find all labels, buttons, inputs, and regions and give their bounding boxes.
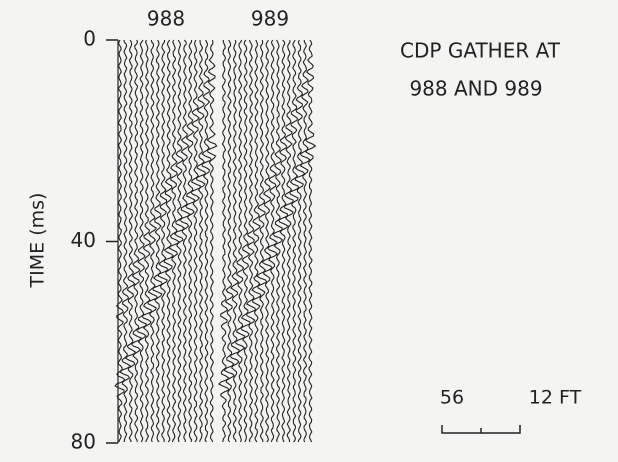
trace bbox=[178, 39, 191, 443]
trace bbox=[222, 39, 236, 443]
tick-label: 0 bbox=[83, 27, 96, 51]
scale-bar bbox=[441, 425, 521, 434]
trace bbox=[114, 39, 126, 443]
scale-label: 56 bbox=[440, 387, 464, 409]
trace bbox=[304, 39, 317, 443]
trace bbox=[152, 39, 163, 443]
trace bbox=[277, 39, 290, 443]
trace bbox=[201, 39, 213, 443]
trace bbox=[294, 39, 306, 443]
trace bbox=[233, 39, 246, 443]
trace bbox=[163, 39, 175, 443]
trace bbox=[240, 39, 251, 443]
time-axis: 0 40 80 bbox=[71, 27, 119, 454]
trace bbox=[266, 39, 279, 443]
trace bbox=[147, 39, 158, 443]
trace bbox=[140, 39, 153, 443]
trace bbox=[168, 39, 181, 443]
trace bbox=[272, 39, 284, 443]
title-line: CDP GATHER AT bbox=[400, 39, 561, 63]
scale-label: 12 FT bbox=[529, 387, 582, 409]
trace bbox=[228, 39, 240, 443]
trace bbox=[261, 39, 273, 443]
trace bbox=[174, 39, 185, 443]
tick-label: 80 bbox=[71, 430, 96, 454]
tick-label: 40 bbox=[71, 228, 96, 252]
trace bbox=[299, 39, 312, 443]
trace bbox=[130, 39, 142, 443]
trace bbox=[217, 40, 230, 442]
trace bbox=[283, 39, 294, 443]
trace bbox=[195, 39, 207, 443]
trace bbox=[251, 39, 262, 443]
panel-label: 989 bbox=[251, 7, 289, 31]
trace bbox=[255, 39, 268, 443]
trace bbox=[245, 39, 257, 443]
trace bbox=[157, 39, 170, 443]
trace bbox=[118, 39, 132, 443]
title-line: 988 AND 989 bbox=[409, 77, 542, 101]
trace bbox=[289, 39, 300, 443]
axis-label: TIME (ms) bbox=[27, 193, 49, 289]
trace bbox=[189, 39, 201, 443]
trace bbox=[184, 39, 196, 443]
trace bbox=[206, 39, 218, 443]
panel-label: 988 bbox=[147, 7, 185, 31]
trace bbox=[135, 39, 147, 443]
trace bbox=[124, 39, 137, 443]
traces bbox=[114, 39, 317, 443]
